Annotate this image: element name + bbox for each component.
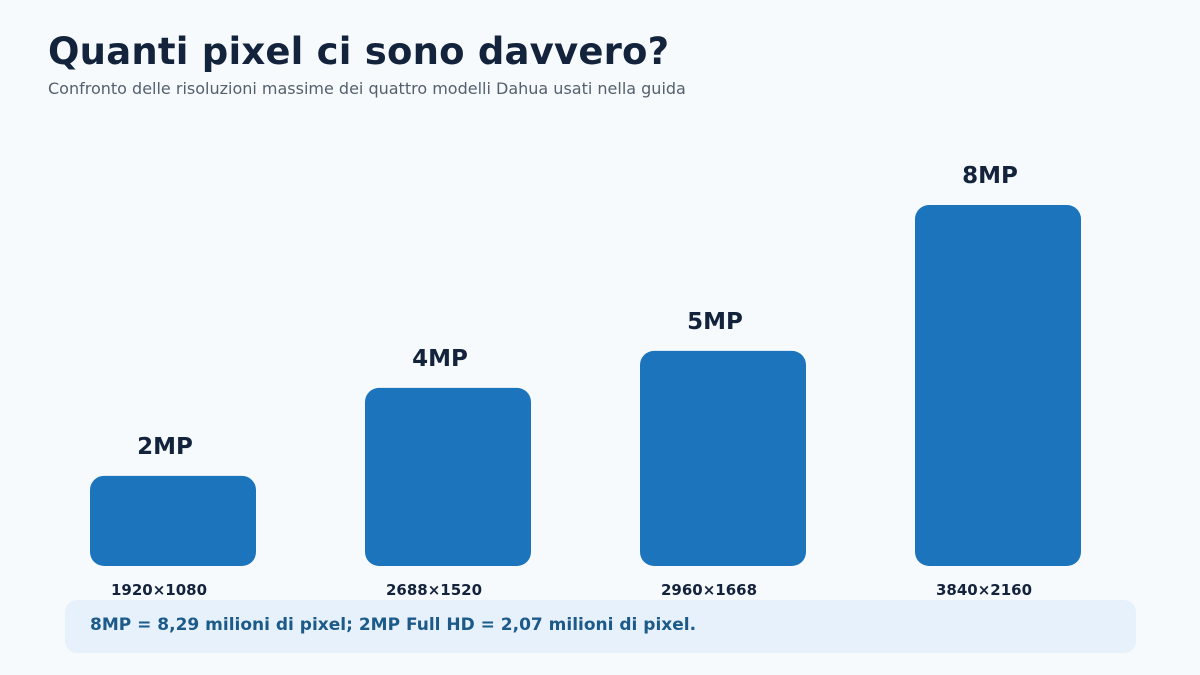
- bar-2: [365, 387, 531, 566]
- bar-1: [90, 475, 256, 566]
- bar-4: [915, 205, 1081, 566]
- info-note: 8MP = 8,29 milioni di pixel; 2MP Full HD…: [65, 600, 1136, 653]
- category-label-1: 1920×1080: [111, 581, 207, 599]
- value-label-3: 5MP: [687, 309, 743, 335]
- bar-3: [640, 350, 806, 566]
- page-subtitle: Confronto delle risoluzioni massime dei …: [48, 79, 686, 98]
- value-label-4: 8MP: [962, 163, 1018, 189]
- category-label-3: 2960×1668: [661, 581, 757, 599]
- page-title: Quanti pixel ci sono davvero?: [48, 30, 670, 73]
- category-label-2: 2688×1520: [386, 581, 482, 599]
- value-label-1: 2MP: [137, 434, 193, 460]
- category-label-4: 3840×2160: [936, 581, 1032, 599]
- value-label-2: 4MP: [412, 346, 468, 372]
